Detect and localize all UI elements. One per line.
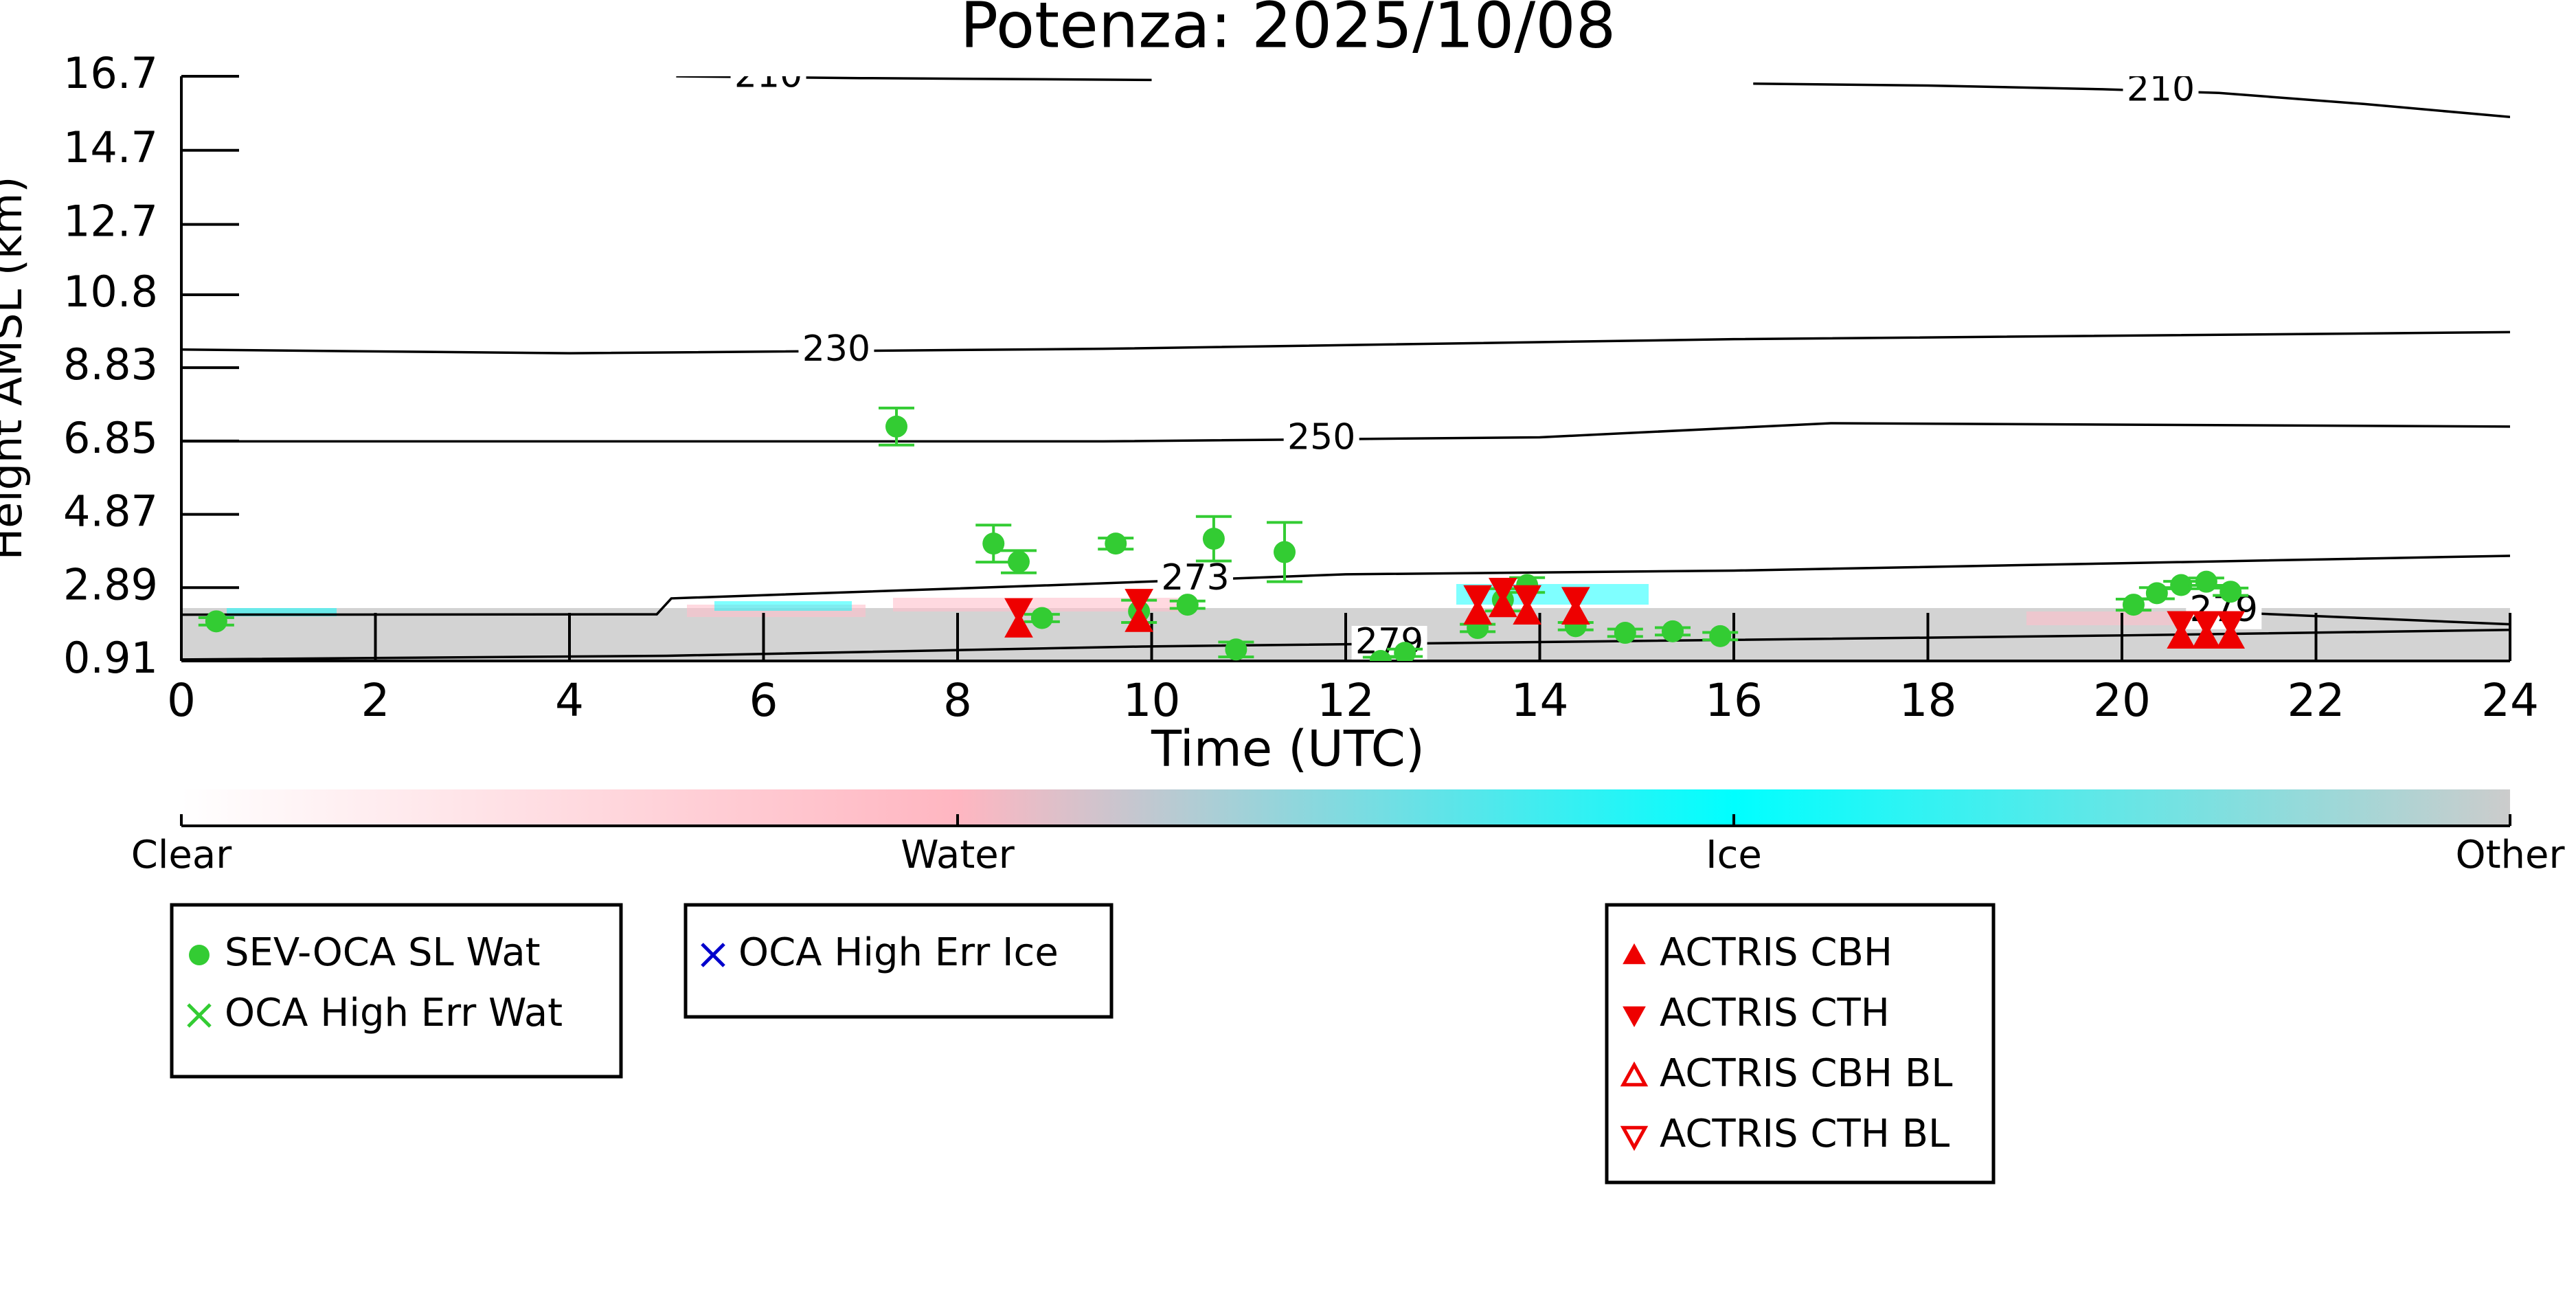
x-tick-label: 4 <box>555 674 584 727</box>
contour-label-bg <box>1157 561 1234 598</box>
data-point <box>1274 541 1296 563</box>
data-point <box>1125 589 1153 615</box>
y-tick-label: 6.85 <box>63 413 158 463</box>
contour-line <box>181 330 2510 355</box>
legend-marker <box>189 945 210 965</box>
data-point <box>1125 606 1153 632</box>
data-point <box>1394 642 1416 661</box>
legend-marker <box>1623 943 1646 965</box>
contour-label-bg <box>2123 76 2199 109</box>
y-tick-label: 10.8 <box>63 267 158 317</box>
data-point <box>2216 611 2246 637</box>
data-point <box>1004 598 1033 625</box>
data-point <box>1202 528 1225 550</box>
data-point <box>2122 594 2145 616</box>
x-tick-label: 12 <box>1317 674 1375 727</box>
x-tick-label: 18 <box>1899 674 1957 727</box>
legend-box <box>1605 903 1996 1185</box>
legend-label: SEV-OCA SL Wat <box>225 930 541 975</box>
data-point <box>1561 587 1590 613</box>
x-tick-label: 10 <box>1123 674 1181 727</box>
legend-label: OCA High Err Wat <box>225 991 563 1035</box>
contour-label: 250 <box>1287 416 1355 458</box>
contour-label-bg <box>1283 421 1359 458</box>
x-tick-label: 22 <box>2287 674 2345 727</box>
colorbar-label: Clear <box>131 833 232 877</box>
data-point <box>1176 594 1199 616</box>
y-tick-label: 12.7 <box>63 197 158 247</box>
contour-label: 230 <box>802 328 870 370</box>
contour-label-bg <box>798 333 874 369</box>
data-point <box>2219 581 2242 603</box>
contour-label: 210 <box>2127 69 2195 110</box>
data-point <box>1225 638 1247 661</box>
y-tick-label: 2.89 <box>63 559 158 609</box>
data-point <box>1105 532 1127 555</box>
y-tick-label: 14.7 <box>63 122 158 172</box>
data-point <box>1488 577 1517 604</box>
data-point <box>1662 620 1684 642</box>
y-tick-label: 16.7 <box>63 48 158 98</box>
data-point <box>885 415 908 438</box>
data-point <box>1614 622 1636 644</box>
data-point <box>1513 598 1541 625</box>
contour-label: 210 <box>734 54 802 96</box>
x-tick-label: 0 <box>167 674 196 727</box>
data-point <box>2167 611 2196 637</box>
y-tick-label: 4.87 <box>63 486 158 537</box>
data-point <box>1709 625 1732 647</box>
colorbar-gradient <box>181 789 2510 826</box>
x-tick-label: 2 <box>361 674 390 727</box>
y-tick-label: 0.91 <box>63 633 158 683</box>
y-axis-label: Height AMSL (km) <box>0 177 32 561</box>
axes <box>180 75 2511 662</box>
x-tick-label: 16 <box>1705 674 1763 727</box>
data-point <box>1369 650 1392 661</box>
data-point <box>1463 598 1492 625</box>
x-tick-label: 6 <box>749 674 778 727</box>
data-point <box>1030 607 1053 629</box>
legend-marker <box>1623 1006 1646 1028</box>
data-point <box>1007 550 1030 573</box>
data-point <box>1488 591 1517 618</box>
x-tick-label: 14 <box>1511 674 1569 727</box>
colorbar-label: Other <box>2455 833 2565 877</box>
legend-label: ACTRIS CBH BL <box>1660 1051 1952 1096</box>
x-tick-label: 20 <box>2093 674 2151 727</box>
data-point <box>982 532 1005 555</box>
legend-marker <box>1620 1061 1649 1087</box>
legend-label: ACTRIS CBH <box>1660 930 1893 975</box>
y-tick-label: 8.83 <box>63 339 158 390</box>
data-point <box>205 610 227 633</box>
data-point <box>1004 611 1033 638</box>
legends: SEV-OCA SL Wat OCA High Err Wat OCA High E… <box>170 903 1996 1185</box>
data-point <box>1513 585 1541 611</box>
x-tick-label: 8 <box>943 674 972 727</box>
legend-box <box>170 903 623 1079</box>
legend-label: ACTRIS CTH BL <box>1660 1112 1950 1156</box>
data-point <box>2170 574 2193 596</box>
data-point <box>2195 570 2217 593</box>
data-point <box>2145 582 2168 605</box>
chart-title: Potenza: 2025/10/08 <box>960 0 1616 62</box>
x-tick-label: 24 <box>2481 674 2539 727</box>
contour-label: 273 <box>1161 557 1229 598</box>
legend-label: OCA High Err Ice <box>738 930 1059 975</box>
legend-box <box>683 903 1114 1019</box>
colorbar-label: Ice <box>1706 833 1762 877</box>
x-axis-label: Time (UTC) <box>1151 720 1425 778</box>
legend-label: ACTRIS CTH <box>1660 991 1890 1035</box>
legend-marker <box>1620 1125 1649 1152</box>
data-points <box>198 406 2249 661</box>
colorbar: Clear Water Ice Other <box>131 789 2565 877</box>
legend-marker <box>187 1003 212 1028</box>
contour-label-bg <box>730 76 806 96</box>
data-point <box>2192 611 2221 637</box>
colorbar-label: Water <box>901 833 1015 877</box>
legend-marker <box>701 943 725 967</box>
data-point <box>1463 585 1492 611</box>
